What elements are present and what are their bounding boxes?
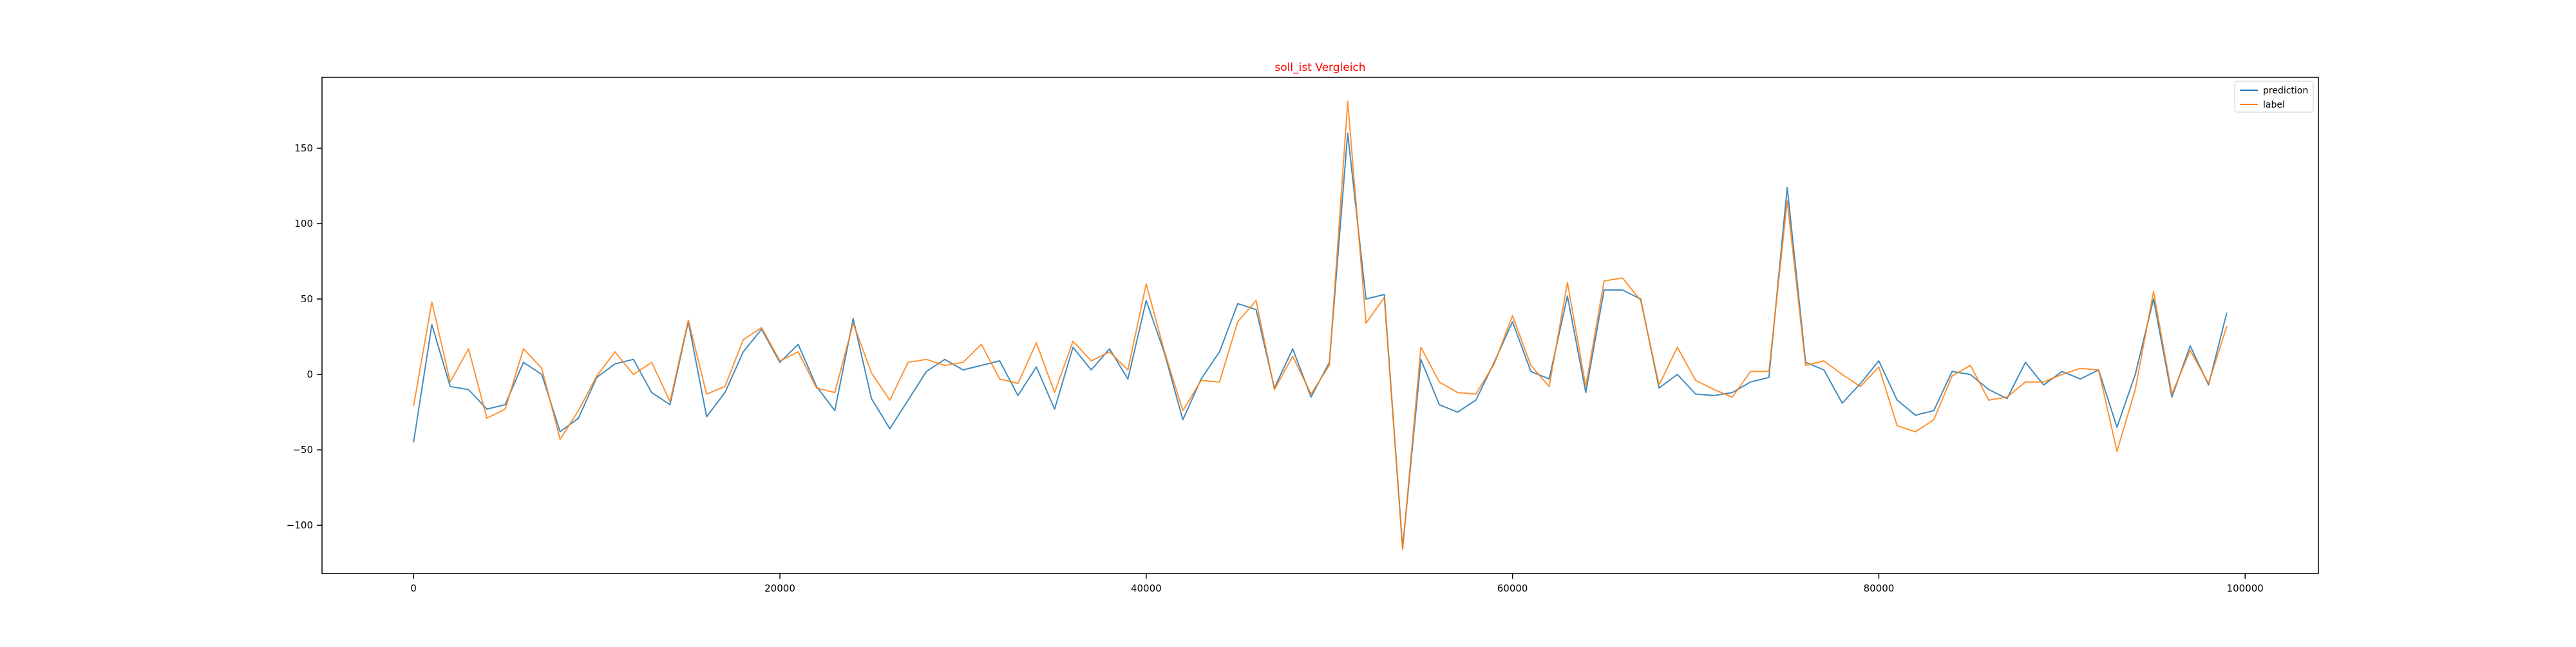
y-tick-label: 150 [294, 142, 313, 154]
legend: prediction label [2234, 81, 2314, 113]
x-axis: 0 20000 40000 60000 80000 100000 [410, 574, 2264, 594]
legend-label-prediction: prediction [2263, 86, 2308, 96]
y-tick-label: −50 [292, 444, 313, 456]
x-tick-label: 40000 [1131, 583, 1162, 594]
y-tick-label: 50 [301, 293, 313, 305]
x-tick-label: 60000 [1497, 583, 1528, 594]
plot-area [413, 101, 2228, 550]
y-axis: −100 −50 0 50 100 150 [287, 142, 322, 531]
x-tick-label: 100000 [2227, 583, 2264, 594]
x-tick-label: 20000 [764, 583, 795, 594]
plot-frame [321, 77, 2319, 574]
series-line-label [413, 101, 2228, 550]
y-tick-label: 100 [294, 218, 313, 229]
chart-title: soll_ist Vergleich [1274, 61, 1365, 74]
x-tick-label: 0 [410, 583, 417, 594]
legend-label-label: label [2263, 100, 2285, 110]
y-tick-label: 0 [307, 369, 313, 380]
x-tick-label: 80000 [1864, 583, 1895, 594]
y-tick-label: −100 [287, 519, 313, 531]
